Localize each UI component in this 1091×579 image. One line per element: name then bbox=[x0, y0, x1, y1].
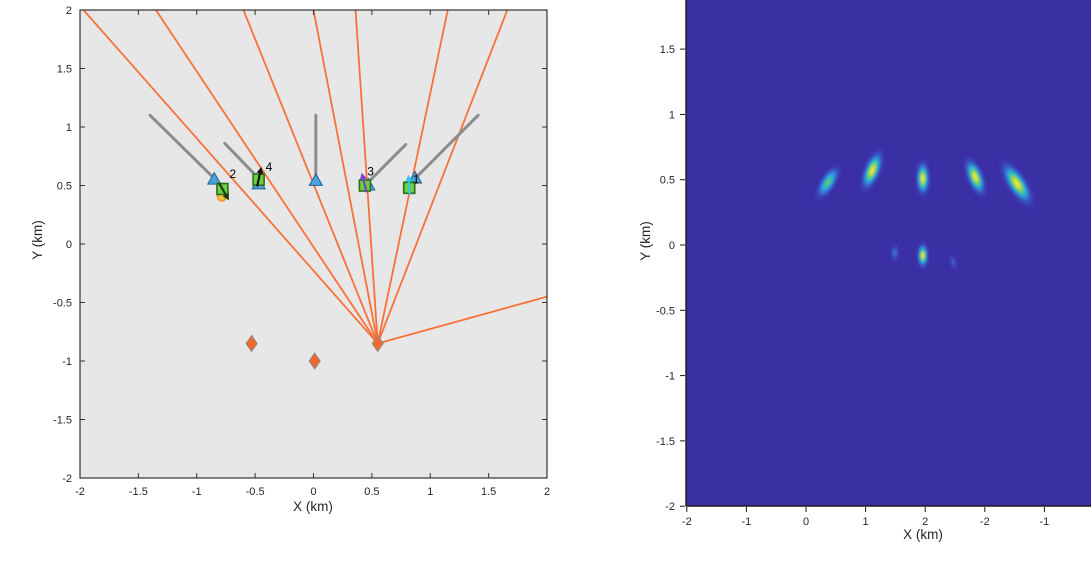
platform-trajectories bbox=[148, 113, 480, 185]
y-tick-label: 2 bbox=[66, 5, 72, 17]
arrow-head bbox=[222, 192, 229, 201]
trajectory-line bbox=[365, 143, 408, 185]
trajectory-line bbox=[414, 113, 480, 179]
heatmap-blob bbox=[857, 143, 888, 198]
x-tick-label: -2 bbox=[980, 516, 990, 528]
y-tick-label: 0 bbox=[66, 239, 72, 251]
scenario-plot: 2 4 3 1 -2 -1.5 -1 -0.5 0 0.5 1 1.5 2 2 1.5 1 0.5 0 -0.5 -1… bbox=[53, 5, 550, 498]
heatmap-axis-ticks bbox=[680, 48, 1045, 512]
platform-triangle-marker bbox=[308, 172, 324, 186]
heatmap-blob bbox=[888, 240, 901, 265]
y-tick-label: -1.5 bbox=[656, 436, 675, 448]
y-tick-label: -2 bbox=[62, 473, 72, 485]
track-label: 2 bbox=[229, 167, 236, 181]
arrow-shaft bbox=[407, 180, 411, 195]
x-tick-label: -0.5 bbox=[246, 486, 265, 498]
heatmap-blob bbox=[947, 251, 959, 273]
y-tick-label: 0 bbox=[669, 240, 675, 252]
y-tick-label: -2 bbox=[665, 501, 675, 513]
track-velocity-arrow bbox=[359, 172, 368, 193]
x-tick-label: 2 bbox=[922, 516, 928, 528]
arrow-shaft bbox=[362, 178, 368, 193]
y-tick-label: -1 bbox=[665, 371, 675, 383]
track-velocity-arrow bbox=[256, 166, 264, 187]
x-tick-label: -1.5 bbox=[129, 486, 148, 498]
y-tick-label: -0.5 bbox=[656, 305, 675, 317]
arrow-head bbox=[359, 172, 367, 181]
y-tick-label: 1 bbox=[66, 122, 72, 134]
y-tick-label: 0.5 bbox=[57, 181, 72, 193]
arrow-head bbox=[405, 174, 413, 182]
x-tick-label: 0 bbox=[803, 516, 809, 528]
arrow-shaft bbox=[217, 182, 227, 196]
heatmap-axes bbox=[685, 0, 1091, 507]
x-tick-label: -1 bbox=[1040, 516, 1050, 528]
heatmap-blobs bbox=[812, 143, 1039, 273]
x-tick-label: 1.5 bbox=[481, 486, 496, 498]
heatmap-blob bbox=[915, 238, 931, 273]
platform-triangle-marker bbox=[206, 171, 222, 185]
beam-line bbox=[312, 9, 379, 344]
heatmap-blob bbox=[995, 154, 1039, 213]
trajectory-line bbox=[148, 113, 216, 180]
heatmap-plot: -2 -1 0 1 2 -2 -1 1.5 1 0.5 0 -0.5 -1 -1.5 -2 bbox=[656, 0, 1091, 528]
y-tick-label: 0.5 bbox=[660, 175, 675, 187]
scenario-plot-background bbox=[80, 10, 547, 478]
heatmap-tick-labels: -2 -1 0 1 2 -2 -1 1.5 1 0.5 0 -0.5 -1 -1.5 -2 bbox=[656, 44, 1049, 528]
track-markers bbox=[216, 166, 416, 201]
heatmap-blob bbox=[960, 151, 990, 203]
y-tick-label: 1 bbox=[669, 109, 675, 121]
heatmap-blob bbox=[812, 160, 845, 205]
track-labels: 2 4 3 1 bbox=[229, 160, 419, 187]
beam-line bbox=[155, 9, 379, 344]
detection-diamond-marker bbox=[308, 352, 321, 370]
track-label: 4 bbox=[266, 160, 273, 174]
y-tick-label: 1.5 bbox=[660, 44, 675, 56]
scenario-tick-labels: -2 -1.5 -1 -0.5 0 0.5 1 1.5 2 2 1.5 1 0.5 0 -0.5 -1 -1.5… bbox=[53, 5, 550, 498]
x-tick-label: -1 bbox=[192, 486, 202, 498]
trajectory-line bbox=[223, 141, 261, 180]
beam-line bbox=[377, 295, 548, 345]
heatmap-background bbox=[686, 0, 1091, 506]
detection-markers bbox=[245, 334, 384, 370]
track-velocity-arrow bbox=[405, 174, 413, 195]
y-tick-label: -1 bbox=[62, 356, 72, 368]
beam-line bbox=[242, 9, 379, 344]
beam-line bbox=[354, 9, 379, 344]
scenario-axis-ticks bbox=[79, 9, 548, 479]
track-label: 3 bbox=[367, 164, 374, 178]
heatmap-blob bbox=[913, 154, 933, 203]
x-tick-label: -1 bbox=[742, 516, 752, 528]
y-tick-label: 1.5 bbox=[57, 64, 72, 76]
x-tick-label: 2 bbox=[544, 486, 550, 498]
x-tick-label: 0.5 bbox=[364, 486, 379, 498]
arrow-shaft bbox=[256, 172, 262, 187]
track-label: 1 bbox=[413, 173, 420, 187]
track-velocity-arrow bbox=[217, 182, 229, 201]
x-tick-label: 1 bbox=[863, 516, 869, 528]
x-tick-label: 1 bbox=[427, 486, 433, 498]
detection-diamond-marker bbox=[371, 334, 384, 353]
detection-diamond-marker bbox=[245, 334, 258, 353]
beam-line bbox=[82, 9, 379, 345]
beam-line bbox=[376, 9, 509, 344]
x-tick-label: -2 bbox=[682, 516, 692, 528]
y-tick-label: -0.5 bbox=[53, 298, 72, 310]
x-tick-label: 0 bbox=[310, 486, 316, 498]
x-tick-label: -2 bbox=[75, 486, 85, 498]
arrow-head bbox=[256, 166, 264, 175]
y-tick-label: -1.5 bbox=[53, 415, 72, 427]
